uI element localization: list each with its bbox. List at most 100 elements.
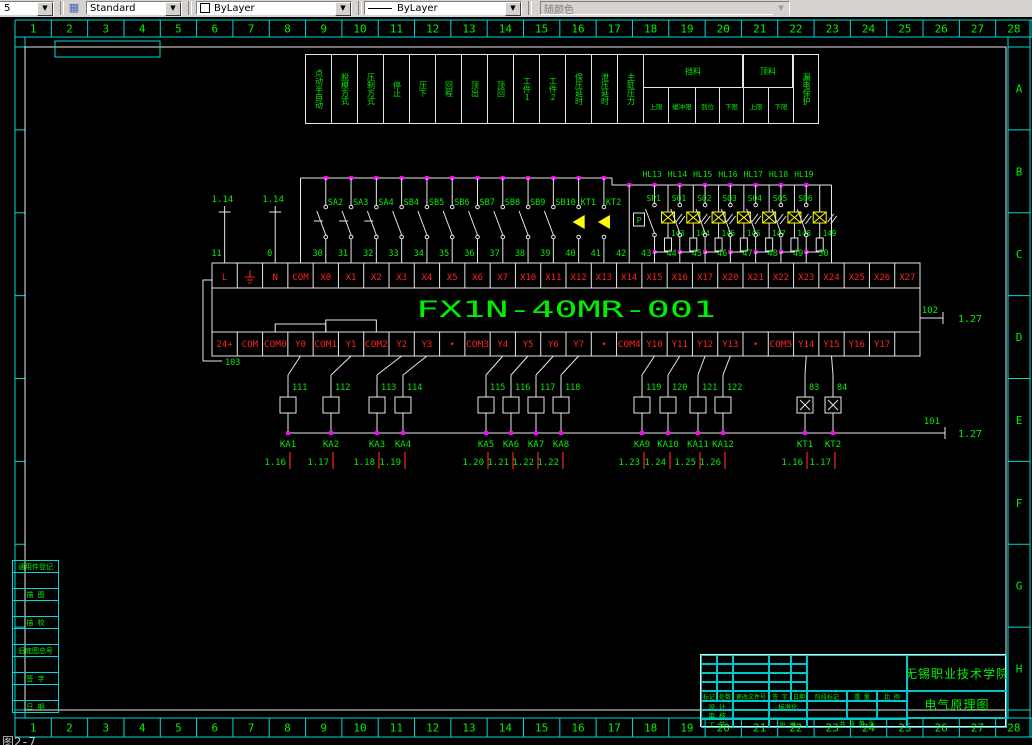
pressure-switch-box <box>633 212 645 227</box>
plc-input-terminal: X1 <box>346 273 357 283</box>
revision-cell <box>791 673 807 682</box>
switch-contact <box>543 210 554 236</box>
color-swatch-icon <box>200 3 210 13</box>
kt-coil-mark <box>827 399 839 411</box>
contact-terminal <box>374 234 379 240</box>
title-row-process: 工 艺 <box>701 719 733 728</box>
style-combo[interactable]: Standard ▼ <box>86 1 182 16</box>
lamp-arrow-tick <box>779 215 787 225</box>
junction-dot <box>484 431 488 435</box>
color-combo[interactable]: ByLayer ▼ <box>196 1 352 16</box>
signal-column-label: 压下 <box>418 81 428 97</box>
zone-number-top: 24 <box>862 23 876 36</box>
layer-combo-arrow-icon[interactable]: ▼ <box>37 2 53 16</box>
switch-label: SB6 <box>454 198 469 208</box>
zone-number-top: 1 <box>30 23 37 36</box>
plc-input-terminal: X4 <box>422 273 433 283</box>
signal-column-3: 压制方式 <box>357 54 384 124</box>
drawing-canvas[interactable]: 1 2 3 4 5 6 7 8 9 10 11 12 13 14 15 16 17 18 19 20 21 22 23 24 2… <box>0 17 1032 745</box>
zone-number-top: 7 <box>248 23 255 36</box>
switch-wire-number: 38 <box>515 249 525 259</box>
junction-dot <box>375 431 379 435</box>
margin-box-spacer <box>12 572 59 589</box>
output-drop-wire <box>697 355 706 376</box>
relay-name-label: KT2 <box>825 440 841 450</box>
relay-wire-number: 114 <box>407 383 422 393</box>
switch-contact <box>442 210 453 236</box>
plc-output-terminal: • <box>753 340 758 350</box>
title-sheet-cell: 共 张 第 张 <box>807 719 907 728</box>
output-drop-wire <box>376 355 402 376</box>
plc-output-terminal: COM <box>242 340 259 350</box>
lamp-wire-number: 144 <box>696 229 710 238</box>
relay-ref-label: 1.16 <box>264 458 286 468</box>
color-combo-arrow-icon[interactable]: ▼ <box>335 2 351 16</box>
linetype-combo-arrow-icon[interactable]: ▼ <box>505 2 521 16</box>
revision-cell <box>717 673 733 682</box>
margin-box-spacer <box>12 684 59 701</box>
revision-zone-box <box>54 40 161 58</box>
feed-ref-label: 1.14 <box>212 195 234 205</box>
output-drop-wire <box>641 355 655 376</box>
lamp-arrow-tick <box>754 215 762 225</box>
signal-group1-sub: 下限 <box>719 87 744 124</box>
com-link <box>325 319 377 332</box>
junction-dot <box>640 431 644 435</box>
junction-dot <box>666 431 670 435</box>
contact-terminal <box>702 232 708 238</box>
lamp-name-label: HL19 <box>794 170 813 179</box>
style-combo-arrow-icon[interactable]: ▼ <box>165 2 181 16</box>
kt-delay-contact-icon <box>572 215 585 229</box>
zone-number-bottom: 5 <box>175 722 182 735</box>
plc-input-terminal: X14 <box>621 273 637 283</box>
linetype-combo-value: ByLayer <box>397 2 438 14</box>
sensor-label: SQ1 <box>672 194 687 203</box>
lamp-wire-number: 145 <box>722 229 736 238</box>
margin-box-spacer <box>12 656 59 673</box>
contact-terminal <box>500 204 506 210</box>
pressure-switch-label: P <box>637 216 642 225</box>
zone-letter: B <box>1016 165 1023 178</box>
contact-terminal <box>753 232 758 238</box>
revision-cell <box>733 655 769 664</box>
switch-label: SB8 <box>505 198 520 208</box>
plc-input-terminal: X3 <box>396 273 407 283</box>
plc-output-terminal: Y5 <box>523 340 534 350</box>
plc-input-terminal: X6 <box>472 273 483 283</box>
signal-group1-sub: 上限 <box>643 87 669 124</box>
title-drawing-name: 电气原理图 <box>907 691 1007 718</box>
zone-number-bottom: 13 <box>462 722 475 735</box>
title-sig-cell <box>733 719 769 728</box>
zone-number-top: 8 <box>284 23 291 36</box>
zone-number-top: 4 <box>139 23 146 36</box>
junction-dot <box>831 431 835 435</box>
contact-terminal <box>475 204 480 210</box>
contact-terminal <box>702 202 708 208</box>
zone-number-bottom: 27 <box>971 722 984 735</box>
revision-cell <box>733 682 769 691</box>
properties-toolbar: 5 ▼ ▦ Standard ▼ ByLayer ▼ ByLayer ▼ 随颜色… <box>0 0 1032 18</box>
contact-terminal <box>652 202 657 208</box>
revision-cell <box>733 673 769 682</box>
layer-combo[interactable]: 5 ▼ <box>0 1 54 16</box>
relay-ref-label: 1.20 <box>462 458 484 468</box>
linetype-combo[interactable]: ByLayer ▼ <box>364 1 522 16</box>
signal-group2-header: 顶料 <box>743 54 793 88</box>
lamp-arrow-tick <box>678 215 686 225</box>
plc-model-label: FX1N-40MR-001 <box>416 298 716 323</box>
revision-cell <box>733 664 769 673</box>
relay-wire-number: 113 <box>381 383 396 393</box>
signal-group1-header: 挡料 <box>643 54 743 88</box>
plc-output-terminal: Y12 <box>697 340 713 350</box>
title-scale-cell: 比 例 <box>877 691 907 701</box>
relay-wire-number: 119 <box>646 383 661 393</box>
zone-number-top: 21 <box>753 23 766 36</box>
text-style-icon[interactable]: ▦ <box>68 1 80 14</box>
plc-output-terminal: Y2 <box>396 340 407 350</box>
relay-coil <box>502 396 520 414</box>
contact-terminal <box>728 202 733 208</box>
switch-wire-number: 41 <box>591 249 601 259</box>
relay-name-label: KA6 <box>503 440 519 450</box>
switch-contact <box>468 210 478 236</box>
